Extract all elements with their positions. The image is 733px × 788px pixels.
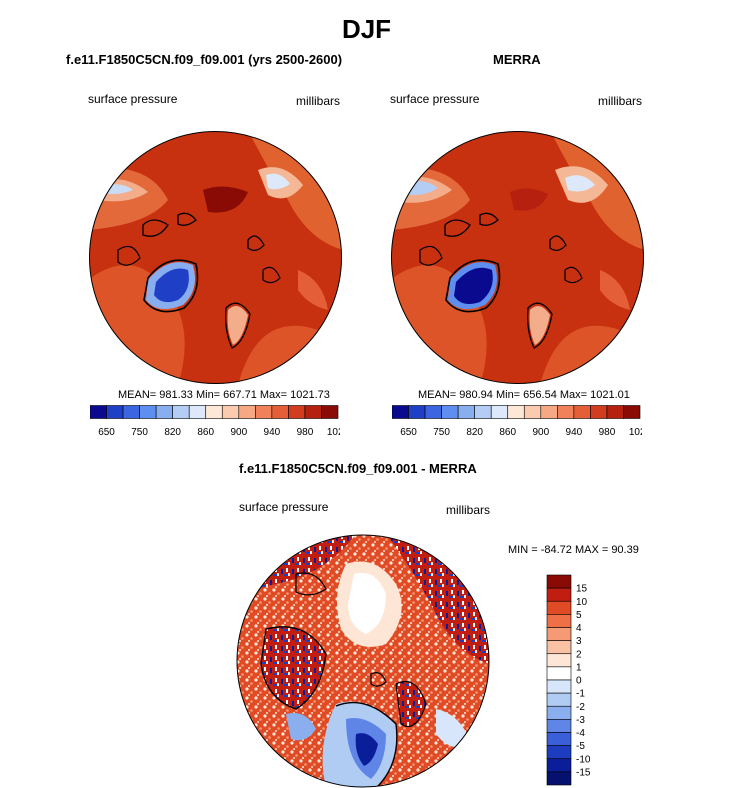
colorbar-tick-label: 750 — [433, 427, 450, 438]
obs-variable-label: surface pressure — [390, 92, 480, 106]
obs-panel-title: MERRA — [493, 52, 541, 67]
colorbar-swatch — [546, 679, 572, 694]
model-polar-map — [89, 131, 342, 384]
colorbar-swatch — [188, 405, 207, 419]
colorbar-swatch — [90, 405, 107, 419]
colorbar-swatch — [606, 405, 624, 419]
colorbar-tick-label: 1020 — [327, 427, 340, 438]
colorbar-swatch — [205, 405, 223, 419]
colorbar-swatch — [546, 732, 572, 746]
obs-colorbar: 650 750 820 860 900 940 980 1020 — [392, 405, 642, 438]
colorbar-swatch — [408, 405, 426, 419]
colorbar-swatch — [546, 758, 572, 773]
colorbar-tick-label: 1020 — [629, 427, 642, 438]
model-stats: MEAN= 981.33 Min= 667.71 Max= 1021.73 — [118, 389, 330, 401]
colorbar-tick-label: 980 — [297, 427, 314, 438]
colorbar-swatch — [546, 705, 572, 720]
diff-variable-label: surface pressure — [239, 500, 329, 514]
colorbar-tick-label: 10 — [576, 597, 588, 608]
colorbar-tick-label: 820 — [466, 427, 483, 438]
colorbar-tick-label: 2 — [576, 649, 582, 660]
colorbar-tick-label: 4 — [576, 623, 582, 634]
colorbar-swatch — [546, 614, 572, 628]
colorbar-swatch — [546, 640, 572, 655]
colorbar-tick-label: 3 — [576, 636, 582, 647]
colorbar-swatch — [546, 587, 572, 602]
colorbar-tick-label: 900 — [230, 427, 247, 438]
colorbar-tick-label: -5 — [576, 741, 585, 752]
colorbar-swatch — [304, 405, 322, 419]
obs-stats: MEAN= 980.94 Min= 656.54 Max= 1021.01 — [418, 389, 630, 401]
colorbar-tick-label: -10 — [576, 754, 591, 765]
colorbar-tick-label: 900 — [532, 427, 549, 438]
colorbar-swatch — [155, 405, 173, 419]
colorbar-swatch — [271, 405, 289, 419]
colorbar-swatch — [122, 405, 140, 419]
colorbar-tick-label: 940 — [264, 427, 281, 438]
model-units-label: millibars — [296, 94, 341, 108]
colorbar-tick-label: -1 — [576, 689, 585, 700]
colorbar-tick-label: 940 — [566, 427, 583, 438]
colorbar-swatch — [623, 405, 641, 419]
colorbar-swatch — [238, 405, 256, 419]
colorbar-tick-label: -4 — [576, 728, 585, 739]
colorbar-swatch — [172, 405, 190, 419]
colorbar-swatch — [546, 745, 572, 760]
figure-title: DJF — [341, 14, 392, 44]
obs-units-label: millibars — [598, 94, 643, 108]
colorbar-swatch — [523, 405, 542, 419]
colorbar-swatch — [474, 405, 492, 419]
diff-polar-map — [236, 534, 490, 788]
colorbar-swatch — [546, 600, 572, 615]
colorbar-swatch — [546, 653, 572, 668]
colorbar-tick-label: 860 — [499, 427, 516, 438]
colorbar-tick-label: 750 — [131, 427, 148, 438]
colorbar-tick-label: 980 — [599, 427, 616, 438]
colorbar-swatch — [424, 405, 442, 419]
colorbar-swatch — [288, 405, 306, 419]
colorbar-swatch — [546, 692, 572, 707]
obs-polar-map — [391, 131, 644, 384]
colorbar-tick-label: 650 — [400, 427, 417, 438]
colorbar-swatch — [457, 405, 475, 419]
colorbar-swatch — [546, 719, 572, 733]
colorbar-swatch — [255, 405, 273, 419]
colorbar-tick-label: 860 — [197, 427, 214, 438]
colorbar-tick-label: 820 — [164, 427, 181, 438]
colorbar-swatch — [546, 666, 572, 681]
colorbar-swatch — [540, 405, 558, 419]
diff-panel-title: f.e11.F1850C5CN.f09_f09.001 - MERRA — [239, 461, 477, 476]
colorbar-tick-label: 5 — [576, 610, 582, 621]
model-panel-title: f.e11.F1850C5CN.f09_f09.001 (yrs 2500-26… — [66, 52, 343, 67]
colorbar-tick-label: -3 — [576, 715, 585, 726]
colorbar-swatch — [221, 405, 240, 419]
colorbar-tick-label: 0 — [576, 676, 582, 687]
colorbar-swatch — [106, 405, 124, 419]
colorbar-swatch — [441, 405, 459, 419]
colorbar-swatch — [590, 405, 608, 419]
colorbar-swatch — [507, 405, 525, 419]
colorbar-tick-label: -15 — [576, 767, 591, 778]
colorbar-swatch — [557, 405, 575, 419]
colorbar-swatch — [546, 574, 572, 589]
colorbar-tick-label: 1 — [576, 662, 582, 673]
colorbar-swatch — [490, 405, 509, 419]
diff-units-label: millibars — [446, 503, 491, 517]
colorbar-tick-label: 15 — [576, 584, 588, 595]
colorbar-tick-label: -2 — [576, 702, 585, 713]
colorbar-swatch — [392, 405, 409, 419]
model-colorbar: 650 750 820 860 900 940 980 1020 — [90, 405, 340, 438]
model-variable-label: surface pressure — [88, 92, 178, 106]
colorbar-swatch — [139, 405, 157, 419]
colorbar-tick-label: 650 — [98, 427, 115, 438]
colorbar-swatch — [546, 771, 572, 786]
colorbar-swatch — [321, 405, 339, 419]
diff-stats: MIN = -84.72 MAX = 90.39 — [508, 544, 639, 556]
colorbar-swatch — [573, 405, 591, 419]
colorbar-swatch — [546, 627, 572, 641]
